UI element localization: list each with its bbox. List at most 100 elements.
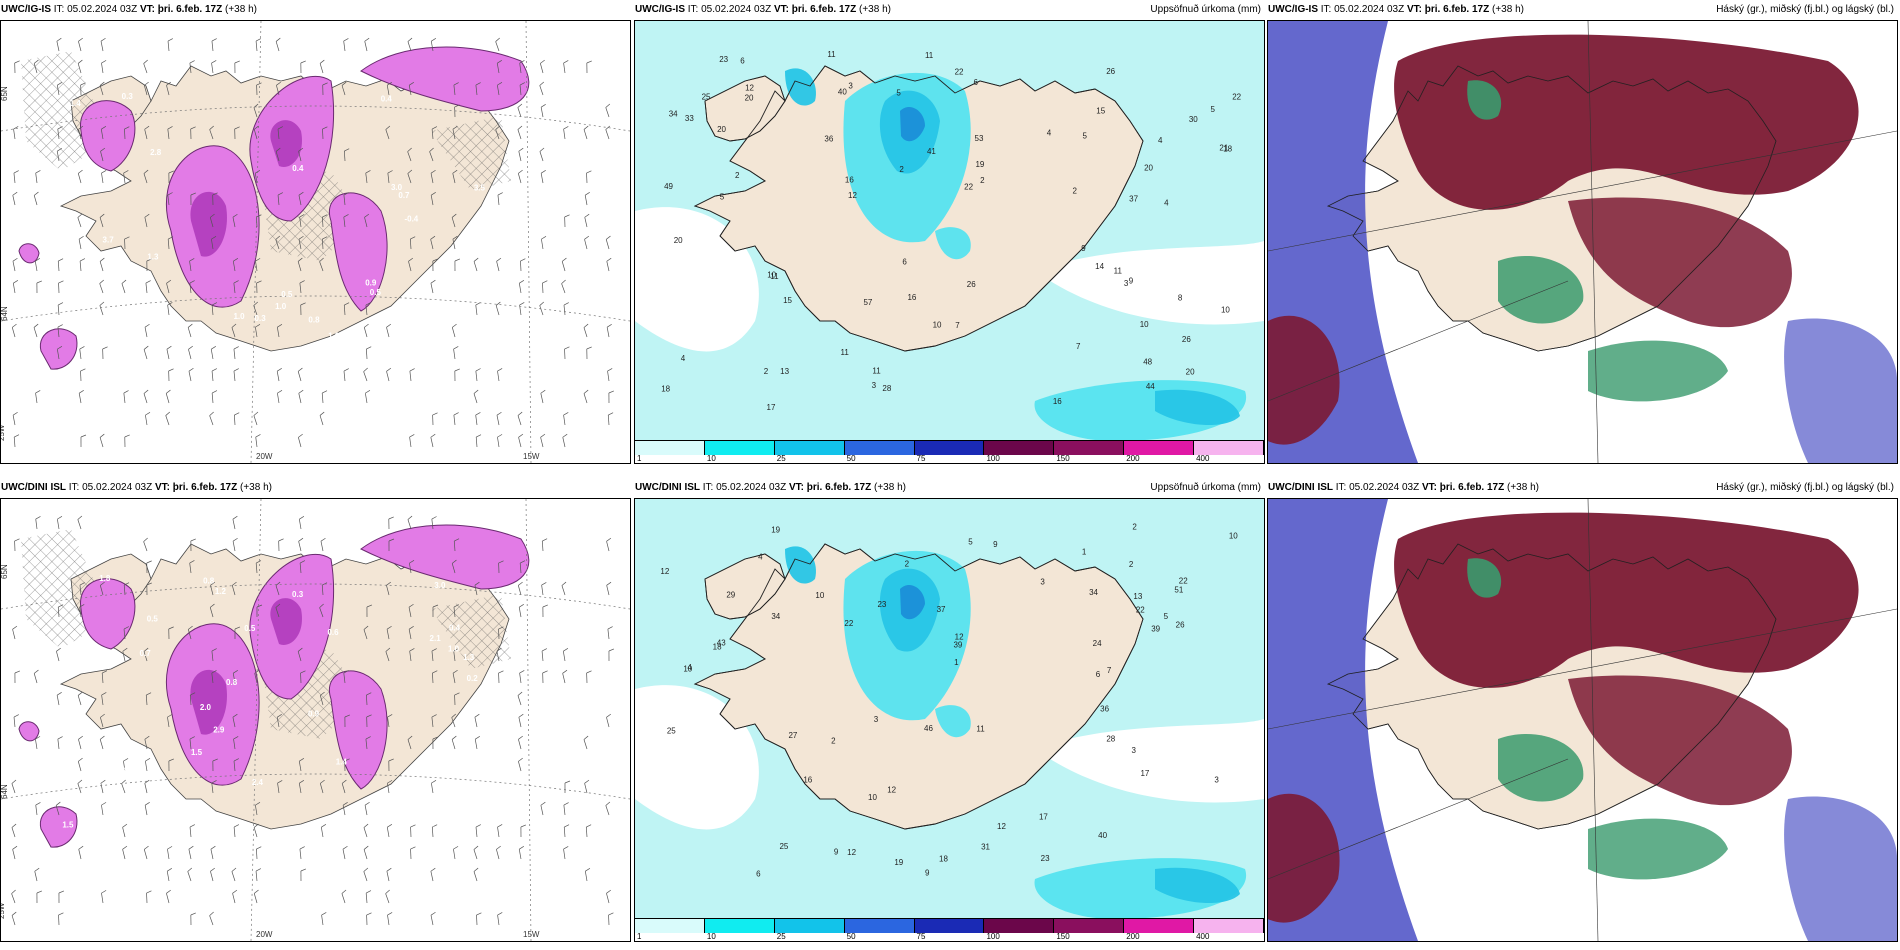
wind-barb xyxy=(432,412,438,426)
model-name: UWC/IG-IS xyxy=(1,4,51,15)
precip-value: 53 xyxy=(975,134,984,143)
wind-barb xyxy=(99,433,105,448)
wind-barb xyxy=(189,560,195,574)
colorbar-swatch xyxy=(844,441,915,455)
wind-barb xyxy=(605,801,611,816)
wind-barb xyxy=(168,626,174,640)
wind-barb xyxy=(298,389,304,404)
wind-barb xyxy=(122,823,128,838)
wind-barb xyxy=(585,824,592,838)
wind-barb xyxy=(451,323,457,338)
coastline xyxy=(704,75,786,142)
vorticity-value: 2.7 xyxy=(425,819,437,828)
wind-barb xyxy=(275,603,281,618)
wind-barb xyxy=(255,560,262,574)
wind-barb xyxy=(497,912,503,926)
lead-time: (+38 h) xyxy=(1507,482,1539,493)
map-frame: 10 12 9 6 2 9 10 22 12 18 29 34 51 46 43 23 27 25 40 28 22 39… xyxy=(634,498,1265,942)
wind-barb xyxy=(210,346,216,360)
wind-barb xyxy=(13,714,19,728)
precip-value: 11 xyxy=(770,272,779,281)
wind-barb xyxy=(79,258,86,272)
panel-header: UWC/DINI ISL IT: 05.02.2024 03Z VT: þri.… xyxy=(1267,478,1898,498)
wind-barb xyxy=(344,758,350,772)
wind-barb xyxy=(144,779,150,794)
wind-barb xyxy=(253,103,259,118)
wind-barb xyxy=(12,411,18,426)
precip-value: 21 xyxy=(1219,144,1228,153)
precip-value: 28 xyxy=(882,384,891,393)
wind-barb xyxy=(233,736,239,750)
precip-value: 18 xyxy=(939,855,948,864)
wind-barb xyxy=(386,82,392,96)
wind-barb xyxy=(473,845,479,860)
wind-barb xyxy=(33,59,39,74)
precip-value: 22 xyxy=(964,183,973,192)
wind-barb xyxy=(365,390,371,404)
precip-value: 7 xyxy=(955,321,960,330)
wind-barb xyxy=(57,516,63,530)
wind-barb xyxy=(388,758,394,772)
precip-value: 2 xyxy=(764,367,769,376)
wind-barb xyxy=(80,368,86,382)
vorticity-value: 3.7 xyxy=(103,236,115,245)
wind-barb xyxy=(232,713,238,728)
lead-time: (+38 h) xyxy=(240,482,272,493)
wind-barb xyxy=(497,434,503,448)
wind-barb xyxy=(540,389,546,404)
wind-barb xyxy=(586,670,592,684)
wind-barb xyxy=(540,169,546,184)
wind-barb xyxy=(562,669,568,684)
wind-barb xyxy=(144,213,150,228)
precip-value: 39 xyxy=(953,641,962,650)
vorticity-value: 0.4 xyxy=(381,95,393,104)
wind-barb xyxy=(210,845,216,860)
wind-barb xyxy=(410,824,416,838)
wind-barb xyxy=(122,845,128,860)
wind-barb xyxy=(35,802,41,816)
model-name: UWC/DINI ISL xyxy=(1268,482,1333,493)
model-name: UWC/IG-IS xyxy=(635,4,685,15)
wind-barb xyxy=(451,213,457,228)
precip-area xyxy=(1155,867,1240,904)
wind-barb xyxy=(451,713,457,728)
wind-barb xyxy=(253,889,259,904)
wind-barb xyxy=(408,625,414,640)
wind-barb xyxy=(542,670,548,684)
precip-value: 7 xyxy=(1107,666,1112,675)
wind-barb xyxy=(167,236,174,250)
precip-value: 37 xyxy=(937,605,946,614)
wind-barb xyxy=(58,912,64,926)
precip-value: 4 xyxy=(1164,198,1169,207)
vorticity-value: 2.9 xyxy=(213,726,225,735)
wind-barb xyxy=(255,802,261,816)
wind-barb xyxy=(122,647,128,662)
precip-value: 16 xyxy=(907,293,916,302)
wind-barb xyxy=(430,433,436,448)
wind-barb xyxy=(606,537,612,552)
precip-value: 23 xyxy=(719,55,728,64)
wind-barb xyxy=(539,147,545,162)
panel-header: UWC/IG-IS IT: 05.02.2024 03Z VT: þri. 6.… xyxy=(1267,0,1898,20)
precip-value: 15 xyxy=(783,296,792,305)
colorbar-swatch xyxy=(635,919,705,933)
wind-barb xyxy=(255,324,261,338)
wind-barb xyxy=(476,912,482,926)
wind-barb xyxy=(344,714,350,728)
wind-barb xyxy=(11,823,17,838)
wind-barb xyxy=(100,126,107,140)
precip-value: 6 xyxy=(740,57,745,66)
wind-barb xyxy=(168,368,174,382)
wind-barb xyxy=(540,59,545,74)
panel-title: UWC/DINI ISL IT: 05.02.2024 03Z VT: þri.… xyxy=(1268,478,1539,498)
wind-barb xyxy=(386,867,392,882)
wind-barb xyxy=(584,191,590,206)
wind-barb xyxy=(517,581,523,596)
colorbar-swatch xyxy=(1124,441,1195,455)
wind-barb xyxy=(300,868,307,882)
wind-barb xyxy=(608,648,615,662)
wind-barb xyxy=(386,581,391,596)
precip-value: 40 xyxy=(838,87,847,96)
wind-barb xyxy=(298,147,304,162)
wind-barb xyxy=(80,434,87,448)
